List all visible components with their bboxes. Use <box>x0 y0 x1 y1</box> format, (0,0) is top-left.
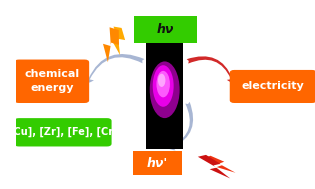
FancyBboxPatch shape <box>230 70 315 103</box>
FancyArrowPatch shape <box>187 56 236 83</box>
Ellipse shape <box>153 65 174 107</box>
FancyArrowPatch shape <box>168 102 193 150</box>
Ellipse shape <box>158 74 165 87</box>
Polygon shape <box>112 27 125 55</box>
FancyArrowPatch shape <box>160 152 169 161</box>
Ellipse shape <box>157 71 170 97</box>
FancyBboxPatch shape <box>134 16 197 43</box>
Text: hν: hν <box>157 23 174 36</box>
Polygon shape <box>204 156 236 173</box>
FancyArrowPatch shape <box>85 54 145 83</box>
Text: electricity: electricity <box>242 81 305 91</box>
FancyBboxPatch shape <box>14 60 89 103</box>
Polygon shape <box>198 155 230 178</box>
Text: chemical
energy: chemical energy <box>24 69 79 93</box>
FancyBboxPatch shape <box>146 38 183 149</box>
Ellipse shape <box>150 61 180 118</box>
Text: hν': hν' <box>146 156 168 170</box>
Polygon shape <box>103 27 119 62</box>
FancyBboxPatch shape <box>14 118 112 146</box>
FancyBboxPatch shape <box>133 151 182 175</box>
Text: [Cu], [Zr], [Fe], [Cr]: [Cu], [Zr], [Fe], [Cr] <box>9 127 117 137</box>
